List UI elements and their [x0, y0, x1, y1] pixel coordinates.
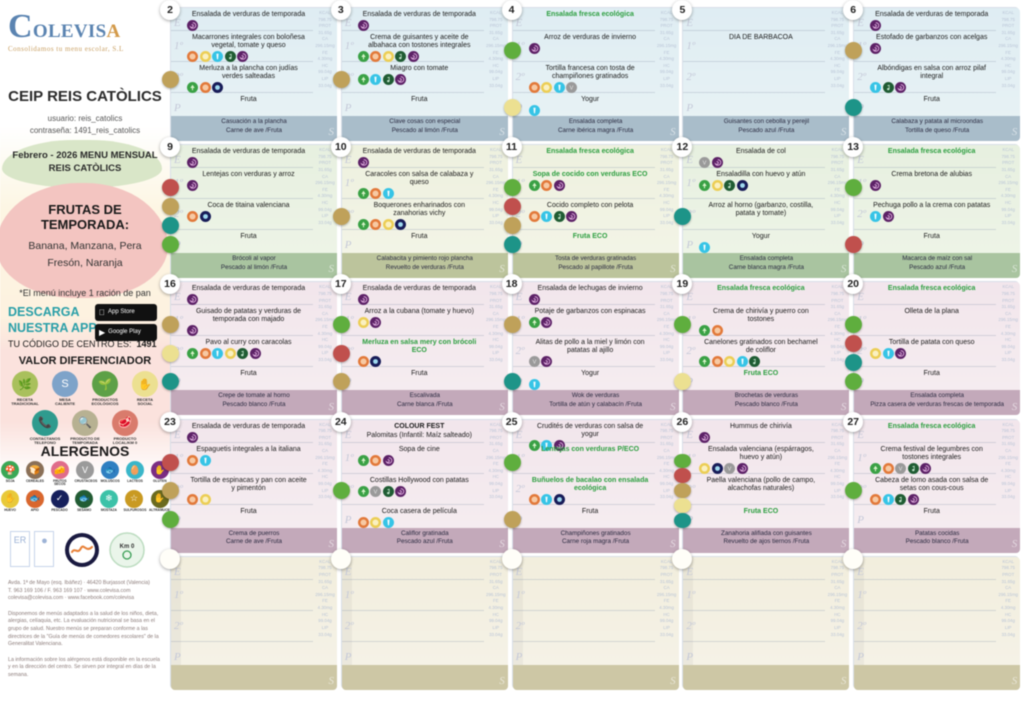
svg-text:Km 0: Km 0	[120, 544, 135, 550]
svg-text:V: V	[703, 161, 707, 167]
svg-text:V: V	[374, 489, 378, 495]
svg-text:V: V	[532, 360, 536, 366]
svg-text:V: V	[899, 466, 903, 472]
svg-text:V: V	[570, 86, 574, 92]
svg-text:V: V	[728, 466, 732, 472]
